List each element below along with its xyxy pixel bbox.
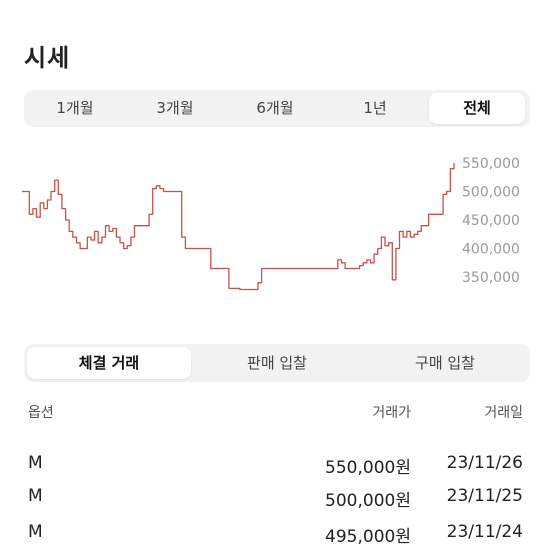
tab-6-months[interactable]: 6개월 <box>256 99 294 117</box>
tab-1-year[interactable]: 1년 <box>363 99 387 117</box>
table-row: M 500,000원 23/11/25 <box>24 486 530 516</box>
price-series-line <box>22 163 455 291</box>
row-date: 23/11/24 <box>446 522 523 542</box>
row-option: M <box>28 486 43 506</box>
tab-3-months[interactable]: 3개월 <box>156 99 194 117</box>
row-date: 23/11/25 <box>446 486 523 506</box>
top-divider <box>0 0 553 2</box>
tab-1-month[interactable]: 1개월 <box>56 99 94 117</box>
tab-sell-bids[interactable]: 판매 입찰 <box>247 354 307 372</box>
y-tick-label: 450,000 <box>462 213 520 229</box>
y-tick-label: 550,000 <box>462 156 520 172</box>
row-option: M <box>28 522 43 542</box>
column-header-option: 옵션 <box>28 405 54 421</box>
table-row: M 550,000원 23/11/26 <box>24 453 530 483</box>
row-price: 500,000원 <box>325 491 411 511</box>
y-tick-label: 500,000 <box>462 185 520 201</box>
trade-segmented-control: 체결 거래 판매 입찰 구매 입찰 <box>24 344 530 382</box>
price-chart: 550,000 500,000 450,000 400,000 350,000 <box>22 156 520 291</box>
row-option: M <box>28 453 43 473</box>
row-date: 23/11/26 <box>446 453 523 473</box>
column-header-date: 거래일 <box>484 405 523 421</box>
row-price: 495,000원 <box>325 527 411 547</box>
row-price: 550,000원 <box>325 458 411 478</box>
y-axis: 550,000 500,000 450,000 400,000 350,000 <box>462 156 520 286</box>
table-row: M 495,000원 23/11/24 <box>24 522 530 552</box>
period-segmented-control: 1개월 3개월 6개월 1년 전체 <box>24 90 530 127</box>
table-header: 옵션 거래가 거래일 <box>24 402 530 426</box>
tab-buy-bids[interactable]: 구매 입찰 <box>415 354 475 372</box>
page-title: 시세 <box>24 44 71 72</box>
column-header-price: 거래가 <box>372 405 411 421</box>
y-tick-label: 400,000 <box>462 242 520 258</box>
tab-completed-trades[interactable]: 체결 거래 <box>27 347 191 379</box>
tab-all[interactable]: 전체 <box>429 93 525 124</box>
y-tick-label: 350,000 <box>462 270 520 286</box>
